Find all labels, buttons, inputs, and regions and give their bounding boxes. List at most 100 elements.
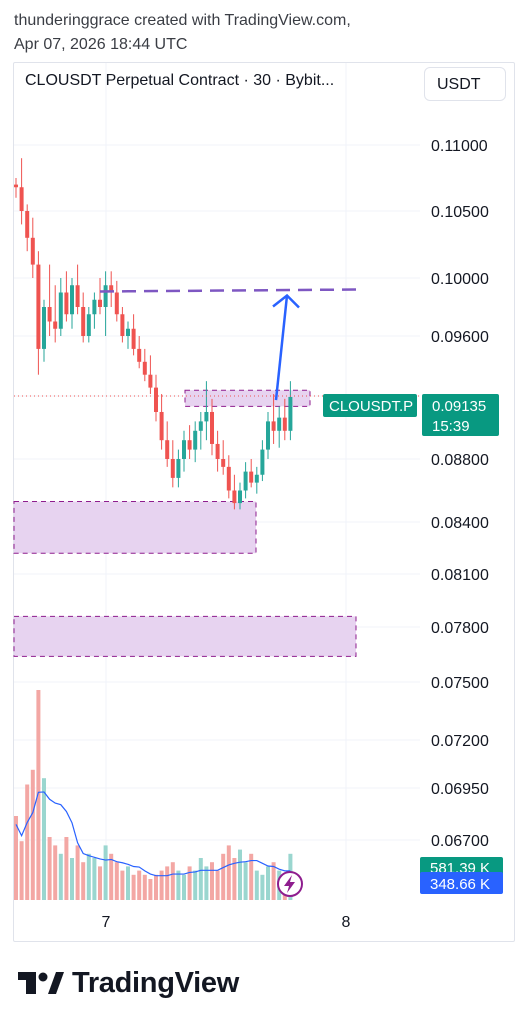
symbol-legend[interactable]: CLOUSDT Perpetual Contract · 30 · Bybit.… bbox=[25, 72, 335, 89]
volume-bar bbox=[64, 837, 69, 900]
last-price-value: 0.09135 bbox=[432, 398, 486, 415]
volume-bar bbox=[137, 870, 142, 900]
candle-body bbox=[109, 285, 114, 293]
volume-bar bbox=[126, 866, 130, 900]
volume-bar bbox=[226, 845, 231, 900]
candle-body bbox=[19, 187, 24, 211]
y-tick-label: 0.07800 bbox=[431, 620, 489, 637]
volume-bar bbox=[53, 845, 58, 900]
volume-bar bbox=[154, 874, 158, 900]
volume-bar bbox=[165, 866, 170, 900]
candle-body bbox=[64, 292, 69, 315]
candle-body bbox=[232, 490, 237, 504]
support-zone bbox=[184, 389, 311, 407]
candle-body bbox=[221, 459, 226, 467]
volume-bar bbox=[170, 862, 175, 900]
target-arrow bbox=[274, 295, 289, 401]
candle-body bbox=[170, 459, 175, 478]
volume-bar bbox=[271, 862, 276, 900]
volume-bar bbox=[238, 849, 242, 900]
candle-body bbox=[75, 285, 80, 307]
attribution-line-1: thunderinggrace created with TradingView… bbox=[14, 12, 351, 29]
candle-body bbox=[254, 474, 259, 483]
candle-body bbox=[210, 411, 214, 444]
volume-bar bbox=[75, 845, 80, 900]
volume-bar bbox=[36, 690, 41, 900]
candle-body bbox=[81, 307, 86, 336]
x-tick-label: 8 bbox=[342, 914, 351, 931]
candle-body bbox=[70, 285, 74, 315]
candle-body bbox=[159, 411, 164, 441]
candle-body bbox=[25, 211, 30, 238]
target-arrowhead bbox=[272, 293, 300, 309]
volume-bar bbox=[232, 858, 237, 900]
volume-bar bbox=[215, 870, 220, 900]
candle-body bbox=[137, 348, 142, 362]
candle-body bbox=[260, 449, 265, 475]
tradingview-logo-icon bbox=[18, 972, 64, 994]
volume-bar bbox=[58, 853, 63, 900]
volume-bar bbox=[42, 778, 46, 900]
volume-bar bbox=[81, 862, 86, 900]
volume-ma-label bbox=[420, 872, 503, 894]
volume-bar bbox=[187, 866, 192, 900]
volume-bar bbox=[103, 845, 108, 900]
candle-body bbox=[36, 264, 41, 349]
candle-body bbox=[215, 443, 220, 459]
volume-bar bbox=[204, 866, 209, 900]
volume-bar bbox=[25, 784, 30, 900]
candle-body bbox=[142, 361, 147, 375]
y-tick-label: 0.07200 bbox=[431, 733, 489, 750]
y-tick-label: 0.08800 bbox=[431, 452, 489, 469]
candle-body bbox=[204, 411, 209, 422]
y-tick-label: 0.06700 bbox=[431, 833, 489, 850]
volume-bar bbox=[254, 870, 259, 900]
candle-body bbox=[249, 471, 254, 483]
footer-brand: TradingView bbox=[72, 966, 239, 999]
last-price-label bbox=[422, 394, 499, 436]
candle-body bbox=[243, 471, 248, 491]
y-tick-label: 0.08100 bbox=[431, 567, 489, 584]
volume-bar bbox=[92, 858, 97, 900]
volume-bar bbox=[221, 853, 226, 900]
volume-bar bbox=[47, 837, 52, 900]
y-tick-label: 0.08400 bbox=[431, 515, 489, 532]
currency-button[interactable]: USDT bbox=[424, 67, 506, 101]
candle-body bbox=[226, 466, 231, 491]
candle-body bbox=[126, 328, 130, 336]
support-zone bbox=[13, 501, 257, 554]
volume-ma-line bbox=[15, 791, 291, 877]
y-tick-label: 0.10500 bbox=[431, 204, 489, 221]
volume-bar bbox=[19, 841, 24, 900]
volume-bar bbox=[159, 870, 164, 900]
candle-body bbox=[176, 459, 181, 478]
candle-body bbox=[277, 417, 282, 431]
candle-body bbox=[193, 430, 198, 450]
y-tick-label: 0.07500 bbox=[431, 675, 489, 692]
volume-bar bbox=[120, 870, 125, 900]
volume-bar bbox=[131, 874, 136, 900]
candle-body bbox=[282, 417, 287, 431]
volume-bar bbox=[142, 874, 147, 900]
volume-bar bbox=[182, 874, 186, 900]
volume-bar bbox=[210, 862, 214, 900]
candle-body bbox=[154, 387, 158, 412]
candle-body bbox=[42, 307, 46, 349]
y-tick-label: 0.11000 bbox=[431, 138, 488, 155]
candle-body bbox=[165, 440, 170, 459]
support-zone bbox=[13, 615, 357, 657]
volume-bar bbox=[193, 870, 198, 900]
y-tick-label: 0.06950 bbox=[431, 781, 489, 798]
volume-bar bbox=[30, 769, 35, 900]
candle-body bbox=[47, 307, 52, 322]
candle-body bbox=[103, 285, 108, 307]
volume-bar bbox=[98, 866, 102, 900]
candle-countdown: 15:39 bbox=[432, 418, 470, 435]
candle-body bbox=[58, 292, 63, 329]
candle-body bbox=[14, 184, 18, 188]
candle-body bbox=[198, 421, 203, 431]
tradingview-logo[interactable]: TradingView bbox=[18, 963, 239, 1003]
volume-bar bbox=[70, 858, 74, 900]
symbol-label-text: CLOUSDT.P bbox=[329, 398, 413, 415]
